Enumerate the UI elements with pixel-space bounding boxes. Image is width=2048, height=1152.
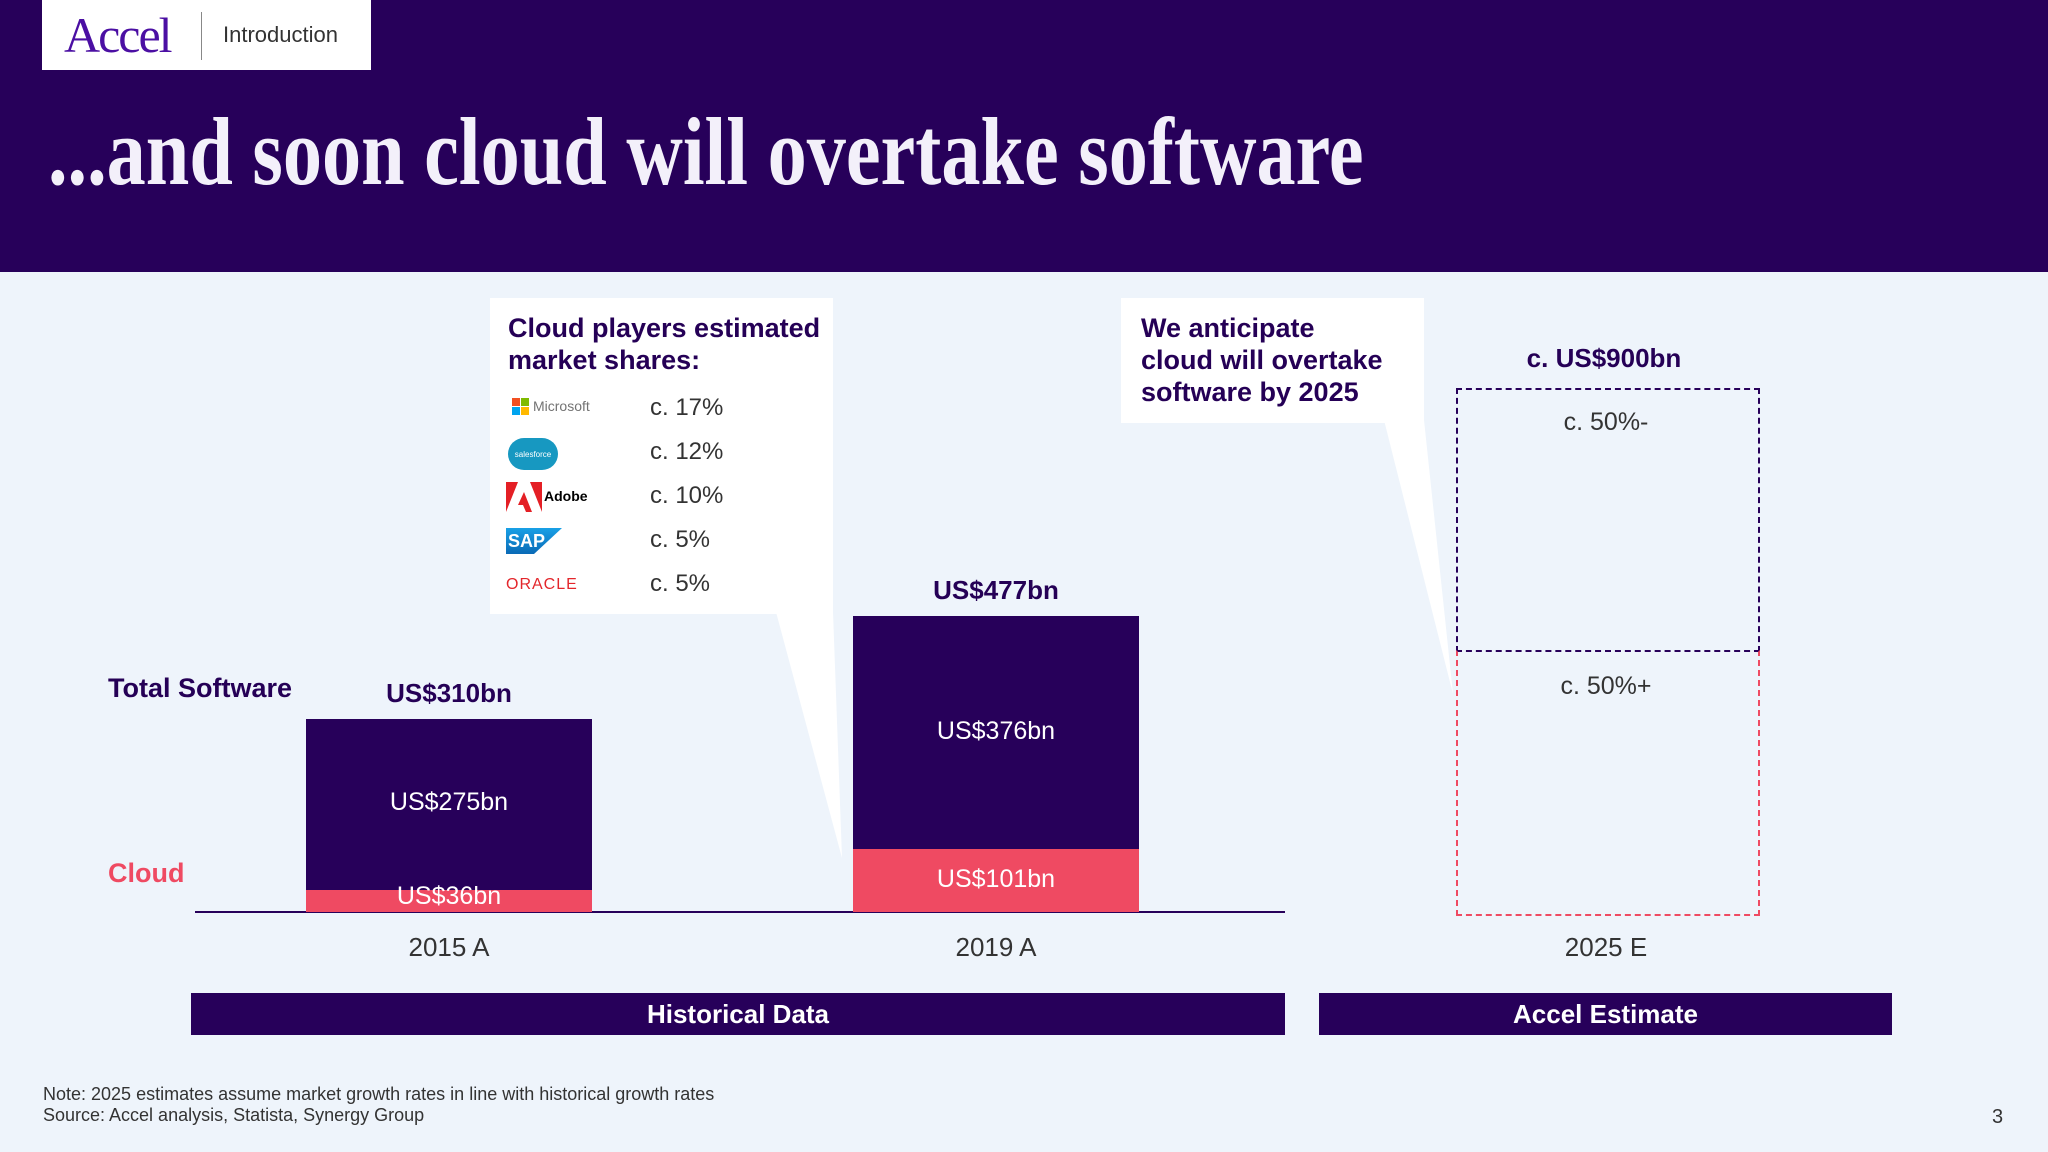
anticipate-line: We anticipate: [1141, 313, 1315, 343]
anticipate-callout-pointer: [1384, 420, 1453, 694]
total-label: US$310bn: [386, 678, 512, 709]
share-value: c. 5%: [650, 570, 711, 597]
salesforce-logo-icon: salesforce: [508, 438, 558, 470]
share-value: c. 17%: [650, 394, 724, 421]
anticipate-text: We anticipate cloud will overtake softwa…: [1141, 312, 1383, 408]
estimate-cloud-label: c. 50%+: [1560, 672, 1652, 700]
adobe-logo-icon: [506, 482, 542, 512]
market-shares-callout: Cloud players estimated market shares: M…: [490, 298, 833, 614]
software-value-label: US$275bn: [389, 788, 509, 817]
bar-cloud-0: [306, 889, 592, 912]
year-label-2025: 2025 E: [1564, 932, 1648, 962]
callout-title-line: Cloud players estimated: [508, 313, 821, 343]
share-row-oracle: ORACLE c. 5%: [506, 566, 806, 606]
logo-box: Accel Introduction: [42, 0, 371, 70]
legend-total-software: Total Software: [108, 673, 293, 703]
x-axis-line: [195, 911, 1285, 913]
software-value-label: US$376bn: [936, 716, 1056, 745]
bar-software-1: [853, 616, 1139, 850]
salesforce-logo-text: salesforce: [514, 449, 552, 459]
anticipate-line: cloud will overtake: [1141, 345, 1383, 375]
microsoft-logo-icon: [512, 398, 529, 415]
estimate-software-box: [1456, 388, 1760, 652]
accel-estimate-band: Accel Estimate: [1319, 993, 1892, 1035]
year-label: 2019 A: [955, 932, 1037, 962]
bar-software-0: [306, 719, 592, 890]
callout-title: Cloud players estimated market shares:: [508, 312, 820, 376]
historical-data-band: Historical Data: [191, 993, 1285, 1035]
bar-cloud-1: [853, 849, 1139, 912]
source-note: Source: Accel analysis, Statista, Synerg…: [43, 1105, 425, 1125]
share-value: c. 10%: [650, 482, 724, 509]
estimate-cloud-box: [1456, 650, 1760, 916]
share-row-sap: SAP c. 5%: [506, 522, 806, 562]
header-banner: Accel Introduction ...and soon cloud wil…: [0, 0, 2048, 272]
share-row-salesforce: salesforce c. 12%: [506, 434, 806, 474]
share-row-microsoft: Microsoft c. 17%: [506, 390, 806, 430]
legend-cloud: Cloud: [108, 858, 185, 888]
page-number: 3: [1992, 1106, 2004, 1128]
share-row-adobe: Adobe c. 10%: [506, 478, 806, 518]
adobe-logo-text: Adobe: [544, 488, 588, 504]
callout-title-line: market shares:: [508, 345, 701, 375]
share-value: c. 5%: [650, 526, 711, 553]
sap-logo-text: SAP: [508, 531, 546, 551]
total-label: US$477bn: [933, 575, 1059, 606]
slide-title: ...and soon cloud will overtake software: [48, 98, 1364, 205]
section-label: Introduction: [223, 22, 338, 47]
oracle-logo-icon: ORACLE: [506, 576, 578, 593]
anticipate-callout: We anticipate cloud will overtake softwa…: [1121, 298, 1424, 423]
cloud-value-label: US$36bn: [396, 882, 502, 910]
logo-divider: [201, 12, 202, 60]
share-value: c. 12%: [650, 438, 724, 465]
microsoft-logo-text: Microsoft: [533, 398, 590, 414]
footnote: Note: 2025 estimates assume market growt…: [43, 1084, 715, 1104]
accel-logo: Accel: [64, 7, 173, 63]
shares-callout-pointer: [776, 612, 842, 858]
estimate-software-label: c. 50%-: [1563, 408, 1649, 436]
total-label-2025: c. US$900bn: [1526, 343, 1682, 373]
cloud-value-label: US$101bn: [936, 864, 1056, 893]
anticipate-line: software by 2025: [1141, 377, 1359, 407]
year-label: 2015 A: [408, 932, 490, 962]
